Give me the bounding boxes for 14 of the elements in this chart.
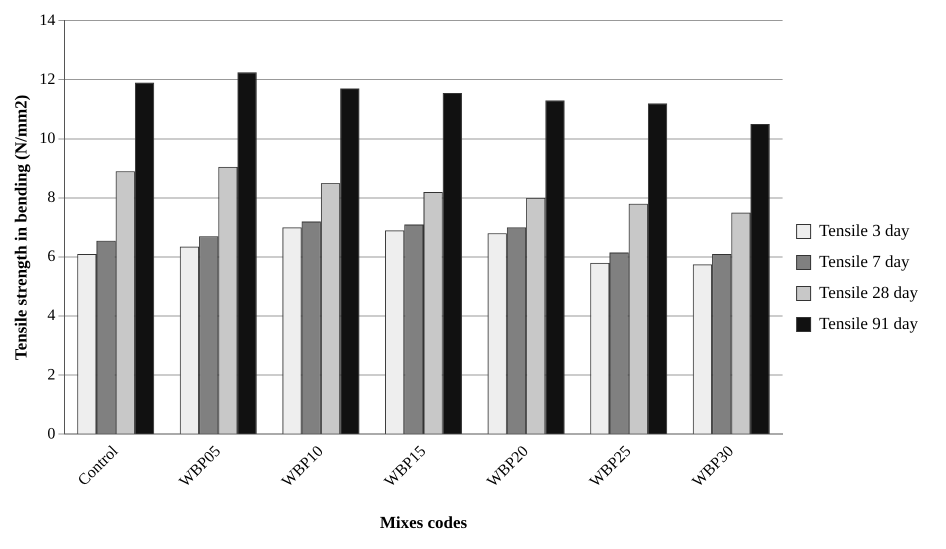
legend-label: Tensile 91 day	[819, 314, 918, 333]
y-tick-label: 2	[47, 366, 56, 384]
y-tick-label: 4	[47, 307, 56, 324]
y-tick-label: 14	[39, 12, 56, 29]
y-tick-label: 6	[47, 248, 56, 266]
y-tick-label: 0	[47, 425, 56, 442]
x-axis-title: Mixes codes	[380, 513, 468, 532]
legend-label: Tensile 7 day	[819, 252, 910, 271]
y-tick-label: 10	[39, 130, 56, 147]
legend-label: Tensile 28 day	[819, 282, 918, 302]
y-tick-label: 8	[47, 189, 56, 206]
legend-label: Tensile 3 day	[819, 220, 910, 240]
y-tick-label: 12	[39, 70, 56, 88]
y-axis-title: Tensile strength in bending (N/mm2)	[12, 94, 31, 360]
